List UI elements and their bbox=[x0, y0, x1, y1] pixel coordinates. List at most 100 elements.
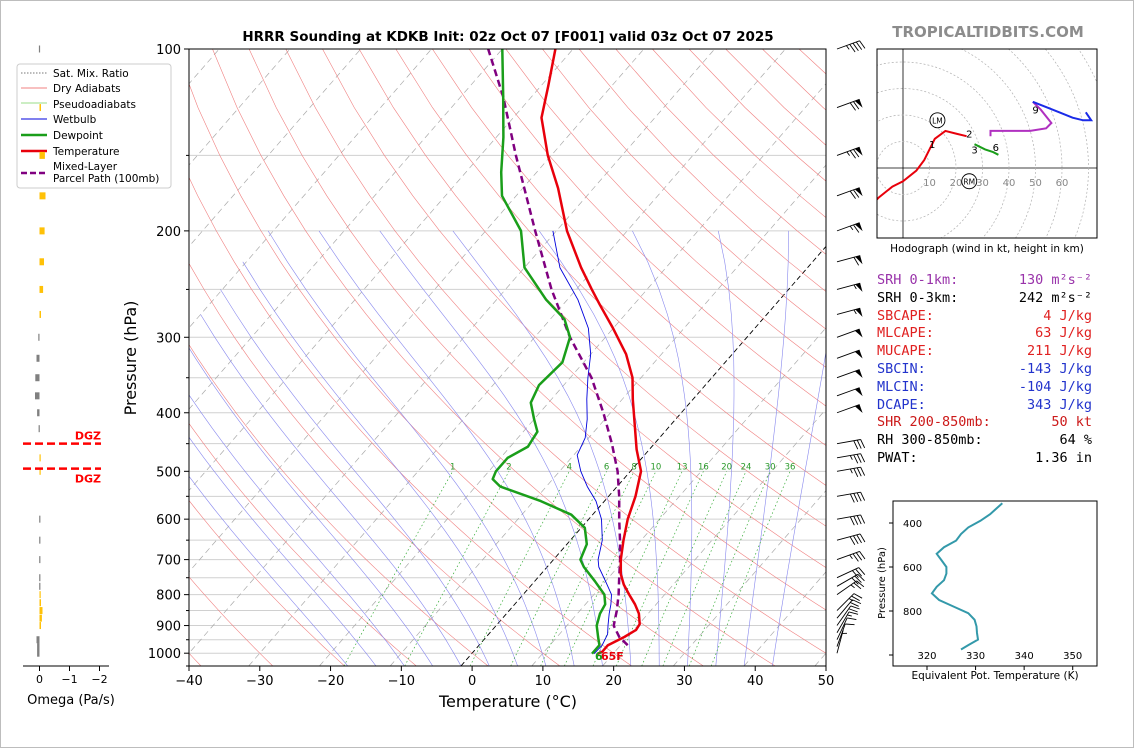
storm-motion-circle bbox=[961, 173, 978, 190]
hodo-ring-label: 10 bbox=[923, 178, 936, 189]
pseudoadiabat bbox=[242, 261, 518, 666]
stat-srh-0-3km: SRH 0-3km: 242 m²s⁻² bbox=[877, 290, 1092, 308]
hodo-ring bbox=[1044, 49, 1089, 238]
omega-bar bbox=[39, 622, 41, 630]
barb-shaft bbox=[836, 40, 860, 50]
pseudoadiabat bbox=[318, 230, 575, 666]
barb-shaft bbox=[836, 629, 844, 654]
isotherm-line bbox=[189, 49, 362, 247]
barb-full bbox=[856, 454, 862, 463]
wind-barb bbox=[836, 593, 863, 611]
wind-barb bbox=[836, 40, 866, 53]
barb-shaft bbox=[836, 387, 860, 397]
omega-panel: DGZ DGZ 0 −1 −2 Omega (Pa/s) bbox=[23, 45, 115, 708]
x-tick-label: −10 bbox=[388, 674, 415, 689]
barb-full bbox=[853, 582, 862, 590]
barb-full bbox=[851, 595, 860, 602]
barb-full bbox=[853, 440, 859, 450]
omega-bar bbox=[37, 643, 40, 651]
dry-adiabat bbox=[189, 262, 561, 666]
legend: Sat. Mix. Ratio Dry Adiabats Pseudoadiab… bbox=[16, 63, 172, 189]
hodo-trace-0-3km bbox=[877, 129, 967, 201]
storm-motion-label: RM bbox=[963, 177, 975, 186]
wind-barb bbox=[836, 349, 863, 359]
mixing-ratio-label: 6 bbox=[604, 462, 609, 472]
stat-mlcape: MLCAPE: 63 J/kg bbox=[877, 325, 1092, 343]
legend-item-dry-adiabats: Dry Adiabats bbox=[53, 83, 121, 95]
barb-full bbox=[853, 257, 860, 266]
y-tick-label: 500 bbox=[156, 465, 181, 480]
barb-full bbox=[849, 44, 856, 53]
omega-tick-label: −1 bbox=[61, 673, 77, 686]
theta-e-xlabel: Equivalent Pot. Temperature (K) bbox=[911, 670, 1078, 682]
hodograph-rings: 10 20 30 40 50 60 bbox=[877, 49, 1097, 238]
hodo-ring-label: 60 bbox=[1056, 178, 1069, 189]
mixing-ratio-line bbox=[615, 471, 704, 666]
x-tick-label: 0 bbox=[468, 674, 476, 689]
barb-full bbox=[849, 102, 856, 111]
y-tick-label: 1000 bbox=[148, 647, 181, 662]
dry-adiabat bbox=[322, 49, 826, 568]
mixing-ratio-line bbox=[540, 471, 635, 666]
wind-barb bbox=[836, 580, 865, 596]
wind-barb bbox=[836, 307, 863, 317]
dry-adiabat bbox=[395, 49, 826, 486]
y-tick-label: 400 bbox=[156, 407, 181, 422]
wind-barb bbox=[836, 328, 863, 338]
barb-shaft bbox=[836, 611, 850, 633]
barb-full bbox=[856, 467, 862, 477]
barb-shaft bbox=[836, 466, 861, 472]
hodograph-height-labels: 1 2 3 6 9 LM RM bbox=[929, 106, 1039, 190]
barb-full bbox=[847, 617, 857, 620]
stat-label: SRH 0-1km: bbox=[877, 272, 959, 288]
barb-full bbox=[855, 41, 863, 50]
wind-barb bbox=[836, 369, 863, 379]
mixing-ratio-label: 10 bbox=[650, 462, 661, 472]
barb-shaft bbox=[836, 550, 860, 561]
mixing-ratio-label: 20 bbox=[721, 462, 732, 472]
barb-full bbox=[855, 552, 863, 561]
barb-shaft bbox=[836, 573, 859, 587]
barb-flag bbox=[855, 283, 863, 292]
stat-value: 130 m²s⁻² bbox=[1018, 272, 1092, 288]
barb-full bbox=[853, 493, 859, 502]
hodo-height-label: 3 bbox=[971, 145, 977, 156]
stat-dcape: DCAPE: 343 J/kg bbox=[877, 397, 1092, 415]
hodograph-frame bbox=[876, 48, 1098, 239]
y-tick-label: 200 bbox=[156, 225, 181, 240]
stat-rh: RH 300-850mb: 64 % bbox=[877, 432, 1092, 450]
omega-bar bbox=[35, 374, 40, 382]
barb-full bbox=[860, 491, 866, 501]
theta-e-x-tick-label: 320 bbox=[917, 651, 936, 662]
barb-full bbox=[853, 454, 859, 464]
barb-full bbox=[852, 570, 859, 578]
theta-e-y-tick-label: 400 bbox=[903, 519, 922, 530]
hodo-ring bbox=[877, 61, 1010, 238]
omega-bar bbox=[39, 104, 41, 112]
barb-shaft bbox=[836, 491, 861, 497]
barb-full bbox=[856, 439, 862, 449]
mixing-ratio-line bbox=[662, 471, 747, 666]
barb-full bbox=[848, 608, 858, 613]
pseudoadiabat bbox=[220, 289, 490, 666]
stat-mucape: MUCAPE: 211 J/kg bbox=[877, 343, 1092, 361]
omega-bar bbox=[39, 515, 41, 523]
mixing-ratio-line bbox=[564, 471, 657, 666]
barb-shaft bbox=[836, 599, 853, 619]
hodo-ring-label: 30 bbox=[976, 178, 989, 189]
skewt-traces bbox=[487, 49, 643, 655]
isotherm-line bbox=[189, 49, 432, 329]
barb-flag bbox=[854, 187, 863, 197]
barb-full bbox=[856, 534, 862, 544]
omega-bar bbox=[39, 599, 41, 607]
stat-sbcape: SBCAPE: 4 J/kg bbox=[877, 308, 1092, 326]
dry-adiabat bbox=[505, 49, 826, 368]
wind-barb bbox=[836, 491, 866, 503]
wind-barb bbox=[836, 629, 847, 654]
dry-adiabat bbox=[189, 500, 345, 666]
hodo-trace-3-6km bbox=[974, 143, 999, 156]
barb-shaft bbox=[836, 349, 860, 359]
barb-full bbox=[860, 453, 866, 463]
stat-value: 64 % bbox=[1059, 432, 1092, 449]
barb-shaft bbox=[836, 307, 861, 315]
